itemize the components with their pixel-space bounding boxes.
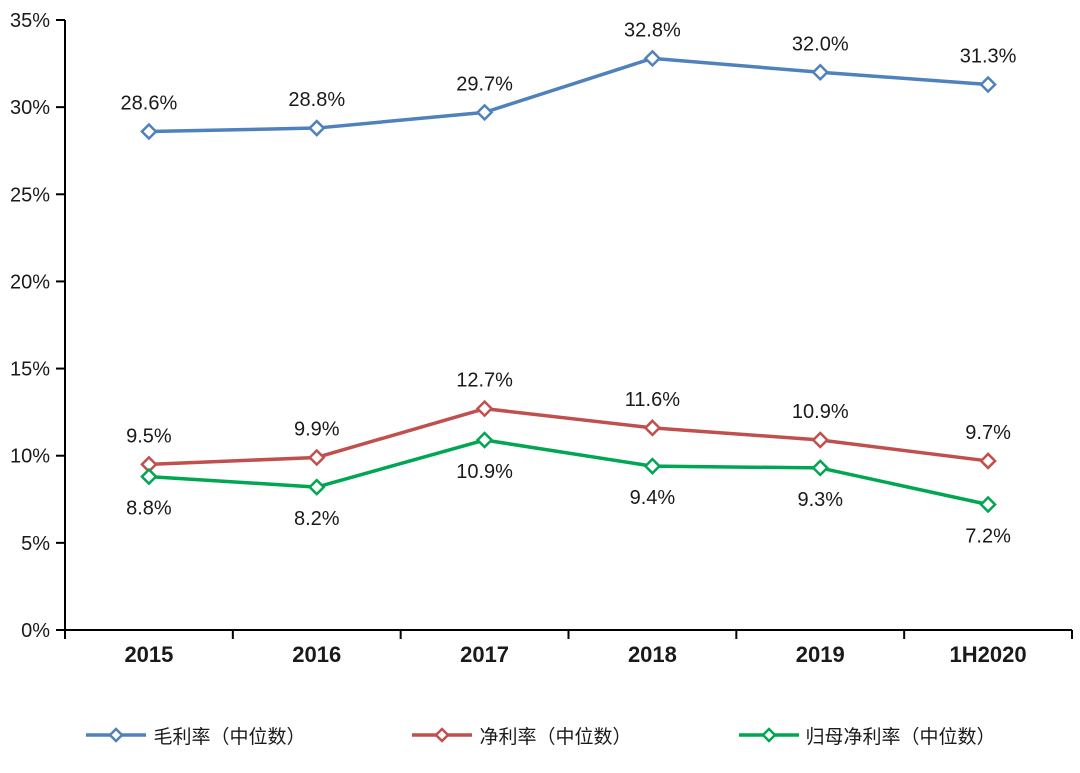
line-chart: 0% 5% 10% 15% 20% 25% 30% 35% 2015 2016 2017 2018 20… (10, 10, 1073, 667)
data-label: 8.2% (294, 508, 340, 530)
data-label: 32.8% (624, 19, 681, 41)
legend-item-2: 归母净利率（中位数） (737, 722, 996, 749)
diamond-marker (643, 457, 662, 475)
diamond-marker (979, 452, 997, 470)
diamond-marker (811, 63, 830, 82)
y-axis-label: 5% (21, 533, 50, 555)
data-label: 12.7% (456, 370, 513, 392)
series-line (147, 56, 990, 134)
diamond-marker (307, 448, 326, 467)
data-label: 10.9% (792, 401, 849, 423)
data-label: 9.5% (126, 425, 172, 447)
legend-item-1: 净利率（中位数） (410, 722, 632, 749)
chart-legend: 毛利率（中位数） 净利率（中位数） 归母净利率（中位数） (0, 705, 1080, 765)
series-2: 8.8% 8.2% 10.9% 9.4% 9.3% 7.2% (126, 431, 1011, 548)
data-label: 9.9% (294, 418, 340, 440)
data-label: 9.4% (630, 487, 676, 509)
data-label: 31.3% (960, 45, 1017, 67)
diamond-marker (475, 431, 494, 449)
data-label: 29.7% (456, 73, 513, 95)
diamond-marker (140, 122, 158, 141)
data-label: 10.9% (456, 461, 513, 483)
data-label: 32.0% (792, 33, 849, 55)
x-axis-label: 2016 (292, 642, 341, 667)
y-axis-label: 35% (10, 10, 50, 32)
data-label: 28.6% (121, 93, 178, 115)
diamond-marker (643, 49, 662, 68)
data-label: 9.3% (797, 489, 843, 511)
series-1: 9.5% 9.9% 12.7% 11.6% 10.9% 9.7% (126, 370, 1011, 474)
data-label: 8.8% (126, 498, 172, 520)
diamond-marker (979, 495, 997, 514)
series-line (147, 438, 990, 507)
y-axis-label: 15% (10, 359, 50, 381)
data-label: 28.8% (288, 89, 345, 111)
legend-label: 净利率（中位数） (479, 726, 632, 748)
legend-line-diamond-icon (412, 727, 473, 743)
y-axis-label: 10% (10, 446, 50, 468)
diamond-marker (811, 459, 830, 477)
data-label: 7.2% (965, 526, 1011, 548)
x-axis-label: 2018 (628, 642, 677, 667)
diamond-marker (307, 478, 326, 496)
series-0: 28.6% 28.8% 29.7% 32.8% 32.0% 31.3% (121, 19, 1017, 141)
legend-item-0: 毛利率（中位数） (84, 722, 305, 749)
diamond-marker (475, 399, 494, 418)
y-axis-label: 0% (21, 620, 50, 642)
diamond-marker (475, 103, 494, 122)
x-axis-label: 1H2020 (950, 642, 1027, 667)
diamond-marker (307, 119, 326, 137)
y-axis-label: 20% (10, 271, 50, 293)
data-label: 9.7% (965, 422, 1011, 444)
series-line (147, 406, 990, 467)
diamond-marker (811, 431, 830, 449)
legend-line-diamond-icon (738, 727, 799, 743)
legend-label: 毛利率（中位数） (153, 726, 306, 748)
x-axis-label: 2017 (460, 642, 509, 667)
x-axis-label: 2015 (124, 642, 173, 667)
legend-label: 归母净利率（中位数） (805, 726, 996, 748)
y-axis-label: 30% (10, 97, 50, 119)
y-axis-label: 25% (10, 184, 50, 206)
diamond-marker (979, 75, 997, 94)
diamond-marker (140, 467, 158, 486)
x-axis-label: 2019 (796, 642, 845, 667)
diamond-marker (643, 419, 662, 437)
legend-line-diamond-icon (86, 727, 147, 743)
data-label: 11.6% (625, 389, 680, 411)
